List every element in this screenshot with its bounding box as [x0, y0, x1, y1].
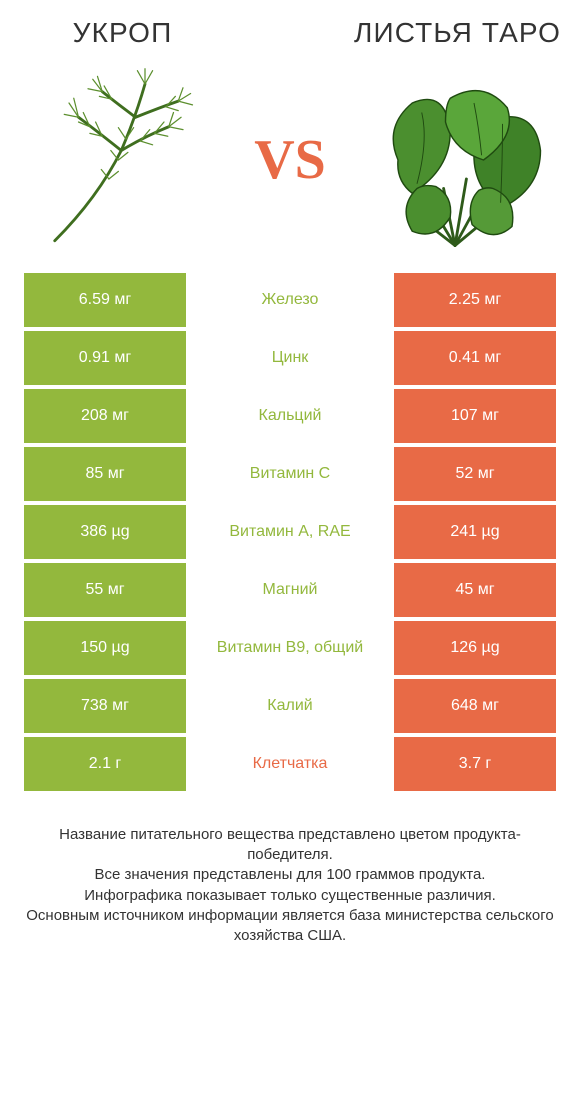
nutrient-label-cell: Магний: [186, 563, 394, 617]
table-row: 0.91 мгЦинк0.41 мг: [24, 331, 556, 385]
right-product-title: ЛИСТЬЯ ТАРО: [335, 18, 580, 49]
left-value-cell: 0.91 мг: [24, 331, 186, 385]
right-product-image: [335, 65, 574, 255]
nutrient-label-cell: Кальций: [186, 389, 394, 443]
dill-icon: [31, 65, 221, 255]
left-product-title: УКРОП: [0, 18, 245, 49]
left-value-cell: 208 мг: [24, 389, 186, 443]
table-row: 2.1 гКлетчатка3.7 г: [24, 737, 556, 791]
right-value-cell: 45 мг: [394, 563, 556, 617]
right-value-cell: 0.41 мг: [394, 331, 556, 385]
nutrient-label-cell: Цинк: [186, 331, 394, 385]
nutrient-label-cell: Витамин A, RAE: [186, 505, 394, 559]
right-value-cell: 107 мг: [394, 389, 556, 443]
right-value-cell: 3.7 г: [394, 737, 556, 791]
nutrient-label-cell: Железо: [186, 273, 394, 327]
left-value-cell: 55 мг: [24, 563, 186, 617]
left-value-cell: 2.1 г: [24, 737, 186, 791]
taro-icon: [360, 65, 550, 255]
left-product-image: [6, 65, 245, 255]
left-value-cell: 386 µg: [24, 505, 186, 559]
nutrient-label-cell: Калий: [186, 679, 394, 733]
footer-note: Название питательного вещества представл…: [0, 795, 580, 947]
header-row: УКРОП ЛИСТЬЯ ТАРО: [0, 0, 580, 55]
image-row: VS: [0, 55, 580, 273]
footer-line: Основным источником информации является …: [20, 906, 560, 947]
comparison-table: 6.59 мгЖелезо2.25 мг0.91 мгЦинк0.41 мг20…: [0, 273, 580, 795]
table-row: 6.59 мгЖелезо2.25 мг: [24, 273, 556, 327]
nutrient-label-cell: Клетчатка: [186, 737, 394, 791]
table-row: 55 мгМагний45 мг: [24, 563, 556, 617]
table-row: 738 мгКалий648 мг: [24, 679, 556, 733]
footer-line: Инфографика показывает только существенн…: [20, 886, 560, 906]
table-row: 208 мгКальций107 мг: [24, 389, 556, 443]
right-value-cell: 648 мг: [394, 679, 556, 733]
left-value-cell: 150 µg: [24, 621, 186, 675]
infographic-root: УКРОП ЛИСТЬЯ ТАРО: [0, 0, 580, 1114]
right-value-cell: 241 µg: [394, 505, 556, 559]
table-row: 386 µgВитамин A, RAE241 µg: [24, 505, 556, 559]
left-value-cell: 738 мг: [24, 679, 186, 733]
footer-line: Название питательного вещества представл…: [20, 825, 560, 866]
left-value-cell: 6.59 мг: [24, 273, 186, 327]
vs-label: VS: [245, 128, 335, 192]
left-value-cell: 85 мг: [24, 447, 186, 501]
nutrient-label-cell: Витамин B9, общий: [186, 621, 394, 675]
nutrient-label-cell: Витамин C: [186, 447, 394, 501]
footer-line: Все значения представлены для 100 граммо…: [20, 865, 560, 885]
table-row: 85 мгВитамин C52 мг: [24, 447, 556, 501]
right-value-cell: 52 мг: [394, 447, 556, 501]
header-spacer: [245, 18, 335, 49]
table-row: 150 µgВитамин B9, общий126 µg: [24, 621, 556, 675]
right-value-cell: 2.25 мг: [394, 273, 556, 327]
right-value-cell: 126 µg: [394, 621, 556, 675]
